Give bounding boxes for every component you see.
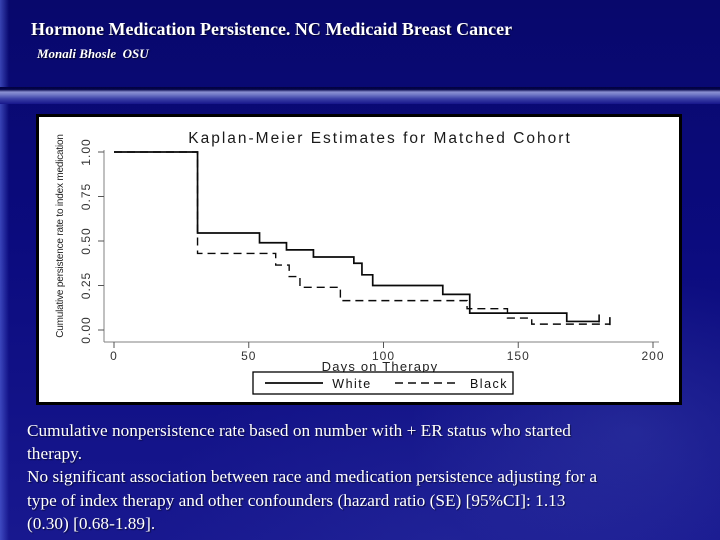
x-tick-label: 0 — [110, 349, 118, 363]
body-text-line: type of index therapy and other confound… — [27, 490, 566, 510]
y-tick-label: 0.00 — [79, 316, 93, 343]
x-tick-label: 200 — [641, 349, 664, 363]
km-curve-white — [114, 151, 600, 323]
x-tick-label: 50 — [241, 349, 256, 363]
y-tick-label: 0.50 — [79, 227, 93, 254]
legend-label-black: Black — [470, 377, 508, 391]
x-tick-label: 150 — [507, 349, 530, 363]
y-tick-label: 0.75 — [79, 183, 93, 210]
y-tick-label: 1.00 — [79, 138, 93, 165]
x-tick-label: 100 — [372, 349, 395, 363]
km-curve-black — [114, 151, 610, 325]
divider-band — [0, 87, 720, 104]
legend-box: White Black — [252, 371, 514, 395]
body-text: Cumulative nonpersistence rate based on … — [27, 419, 715, 535]
chart-title: Kaplan-Meier Estimates for Matched Cohor… — [188, 130, 572, 147]
km-chart-svg: Kaplan-Meier Estimates for Matched Cohor… — [55, 130, 664, 395]
slide-subtitle: Monali Bhosle OSU — [37, 46, 149, 61]
body-text-line: therapy. — [27, 444, 83, 464]
body-text-line: Cumulative nonpersistence rate based on … — [27, 421, 571, 440]
slide-title: Hormone Medication Persistence. NC Medic… — [31, 19, 513, 39]
body-text-line: (0.30) [0.68-1.89]. — [27, 513, 156, 533]
y-axis-label: Cumulative persistence rate to index med… — [55, 134, 66, 338]
legend-label-white: White — [332, 377, 371, 391]
legend-border — [252, 371, 514, 395]
km-chart-panel: Kaplan-Meier Estimates for Matched Cohor… — [36, 114, 682, 405]
y-tick-label: 0.25 — [79, 272, 93, 299]
body-text-line: No significant association between race … — [27, 467, 598, 487]
x-axis-label: Days on Therapy — [322, 359, 439, 374]
left-edge-glow — [0, 0, 9, 540]
